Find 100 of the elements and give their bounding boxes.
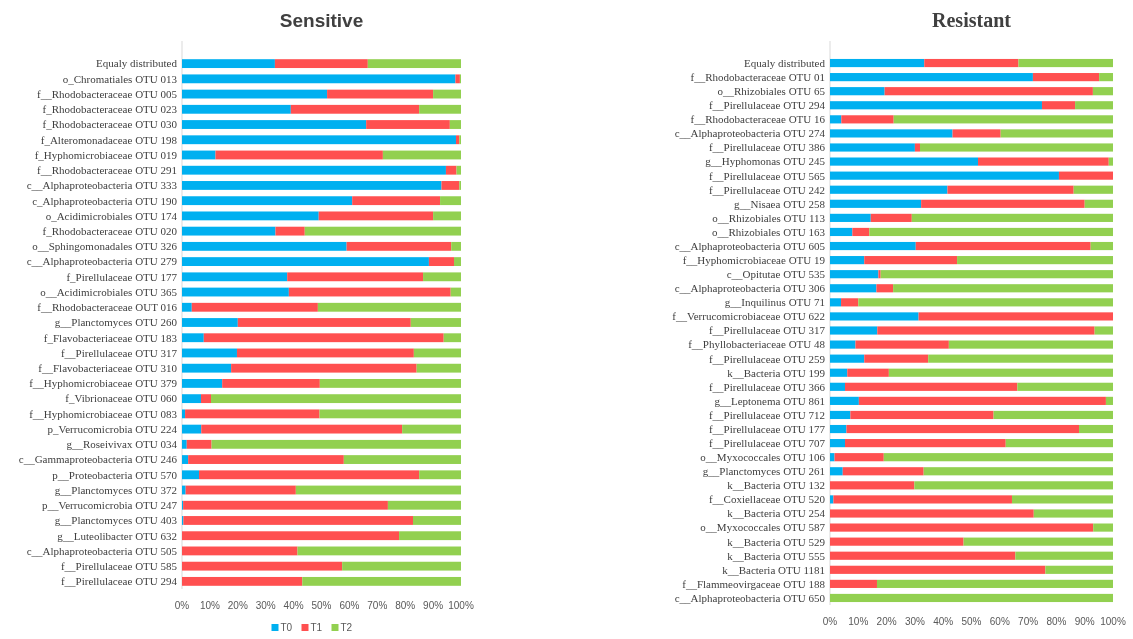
x-tick-label: 70%	[367, 600, 388, 611]
y-tick-label: g__Luteolibacter OTU 632	[57, 529, 177, 542]
y-tick-label: f__Rhodobacteraceae OTU 16	[690, 113, 826, 126]
y-tick-label: c__Alphaproteobacteria OTU 333	[26, 179, 178, 192]
x-tick-label: 30%	[255, 600, 276, 611]
y-tick-label: c__Alphaproteobacteria OTU 306	[674, 282, 826, 295]
y-tick-label: f__Hyphomicrobiaceae OTU 083	[29, 407, 178, 420]
x-tick-label: 80%	[1046, 616, 1067, 627]
y-tick-label: f__Pirellulaceae OTU 242	[708, 183, 825, 196]
y-tick-label: f__Rhodobacteraceae OTU 01	[690, 70, 825, 83]
y-tick-label: g__Hyphomonas OTU 245	[705, 155, 826, 168]
y-tick-label: o__Rhizobiales OTU 65	[717, 85, 826, 98]
y-tick-label: f__Flavobacteriaceae OTU 310	[38, 362, 178, 375]
y-tick-label: f__Coxiellaceae OTU 520	[708, 493, 826, 506]
y-tick-label: c__Alphaproteobacteria OTU 505	[26, 544, 178, 557]
x-tick-label: 30%	[904, 616, 926, 627]
y-tick-label: f__Hyphomicrobiaceae OTU 379	[29, 377, 178, 390]
y-tick-label: k__Bacteria OTU 555	[727, 549, 826, 562]
y-tick-label: f__Phyllobacteriaceae OTU 48	[688, 338, 826, 351]
y-tick-label: f__Hyphomicrobiaceae OTU 19	[682, 253, 826, 266]
y-tick-label: c__Alphaproteobacteria OTU 650	[674, 591, 826, 604]
y-tick-label: f__Pirellulaceae OTU 317	[708, 324, 826, 337]
y-tick-label: f__Pirellulaceae OTU 585	[60, 560, 178, 573]
y-tick-label: f__Pirellulaceae OTU 294	[60, 575, 178, 588]
y-tick-label: f__Flammeovirgaceae OTU 188	[682, 577, 826, 590]
y-tick-label: o_Acidimicrobiales OTU 174	[45, 209, 178, 222]
x-tick-label: 40%	[283, 600, 304, 611]
y-tick-label: k__Bacteria OTU 199	[727, 366, 826, 379]
y-tick-label: o__Myxococcales OTU 106	[700, 451, 826, 464]
y-tick-label: f_Rhodobacteraceae OTU 023	[42, 103, 178, 116]
y-tick-label: g__Leptonema OTU 861	[714, 394, 825, 407]
y-tick-label: f__Pirellulaceae OTU 707	[708, 436, 826, 449]
x-tick-label: 20%	[227, 600, 248, 611]
x-tick-label: 60%	[989, 616, 1010, 627]
y-tick-label: o__Rhizobiales OTU 113	[712, 211, 826, 224]
x-tick-label: 20%	[876, 616, 897, 627]
x-tick-label: 70%	[1018, 616, 1039, 627]
y-tick-label: k__Bacteria OTU 254	[727, 507, 826, 520]
y-tick-label: g__Planctomyces OTU 260	[54, 316, 178, 329]
y-tick-label: c__Alphaproteobacteria OTU 274	[674, 127, 826, 140]
x-tick-label: 50%	[961, 616, 982, 627]
y-tick-label: k__Bacteria OTU 1181	[722, 563, 825, 576]
y-tick-label: f__Pirellulaceae OTU 366	[708, 380, 826, 393]
y-tick-label: Equaly distributed	[96, 57, 178, 70]
y-tick-label: p__Proteobacteria OTU 570	[52, 468, 178, 481]
y-tick-label: c__Alphaproteobacteria OTU 279	[26, 255, 178, 268]
y-tick-label: g__Planctomyces OTU 372	[54, 483, 177, 496]
y-tick-label: c__Opitutae OTU 535	[726, 268, 826, 281]
x-tick-label: 60%	[339, 600, 360, 611]
x-tick-label: 90%	[423, 600, 444, 611]
y-tick-label: f__Verrucomicrobiaceae OTU 622	[672, 310, 825, 323]
y-tick-label: f_Hyphomicrobiaceae OTU 019	[34, 148, 178, 161]
y-tick-label: o__Myxococcales OTU 587	[700, 521, 826, 534]
y-tick-label: k__Bacteria OTU 132	[727, 479, 825, 492]
legend-label: T2	[340, 622, 353, 633]
y-tick-label: c_Alphaproteobacteria OTU 190	[32, 194, 178, 207]
y-tick-label: f_Pirellulaceae OTU 177	[66, 270, 178, 283]
x-tick-label: 80%	[395, 600, 416, 611]
legend-label: T0	[280, 622, 293, 633]
x-tick-label: 0%	[822, 616, 838, 627]
y-tick-label: o__Rhizobiales OTU 163	[711, 225, 826, 238]
y-tick-label: g__Inquilinus OTU 71	[724, 296, 825, 309]
x-tick-label: 40%	[933, 616, 954, 627]
y-tick-label: f_Rhodobacteraceae OTU 020	[42, 224, 178, 237]
x-tick-label: 100%	[448, 600, 474, 611]
y-tick-label: Equaly distributed	[744, 56, 826, 69]
y-tick-label: g__Roseivivax OTU 034	[66, 438, 178, 451]
y-tick-label: g__Planctomyces OTU 261	[702, 465, 825, 478]
x-tick-label: 90%	[1074, 616, 1095, 627]
y-tick-label: f__Pirellulaceae OTU 386	[708, 141, 826, 154]
y-tick-label: f__Rhodobacteraceae OUT 016	[37, 301, 178, 314]
y-tick-label: p__Verrucomicrobia OTU 247	[41, 499, 178, 512]
y-tick-label: f__Pirellulaceae OTU 177	[708, 422, 826, 435]
y-tick-label: f_Rhodobacteraceae OTU 030	[42, 118, 178, 131]
y-tick-label: f_Vibrionaceae OTU 060	[65, 392, 178, 405]
y-tick-label: f__Pirellulaceae OTU 712	[708, 408, 825, 421]
y-tick-label: f_Alteromonadaceae OTU 198	[40, 133, 178, 146]
chart-title: Resistant	[932, 9, 1012, 31]
y-tick-label: f__Pirellulaceae OTU 317	[60, 346, 178, 359]
x-tick-label: 100%	[1100, 616, 1126, 627]
y-tick-label: o_Chromatiales OTU 013	[62, 72, 178, 85]
y-tick-label: f__Rhodobacteraceae OTU 291	[37, 164, 177, 177]
y-tick-label: o__Acidimicrobiales OTU 365	[40, 285, 178, 298]
y-tick-label: f_Flavobacteriaceae OTU 183	[43, 331, 178, 344]
x-tick-label: 10%	[848, 616, 869, 627]
y-tick-label: g__Planctomyces OTU 403	[54, 514, 178, 527]
y-tick-label: c__Alphaproteobacteria OTU 605	[674, 239, 826, 252]
x-tick-label: 0%	[174, 600, 190, 611]
chart-title: Sensitive	[279, 10, 364, 31]
x-tick-label: 10%	[199, 600, 221, 611]
x-tick-label: 50%	[311, 600, 332, 611]
y-tick-label: f__Pirellulaceae OTU 294	[708, 99, 826, 112]
y-tick-label: o__Sphingomonadales OTU 326	[32, 240, 178, 253]
y-tick-label: f__Pirellulaceae OTU 565	[708, 169, 826, 182]
y-tick-label: f__Pirellulaceae OTU 259	[708, 352, 826, 365]
y-tick-label: p_Verrucomicrobia OTU 224	[47, 422, 178, 435]
legend-label: T1	[310, 622, 323, 633]
y-tick-label: c__Gammaproteobacteria OTU 246	[18, 453, 178, 466]
y-tick-label: f__Rhodobacteraceae OTU 005	[37, 87, 178, 100]
y-tick-label: k__Bacteria OTU 529	[727, 535, 826, 548]
